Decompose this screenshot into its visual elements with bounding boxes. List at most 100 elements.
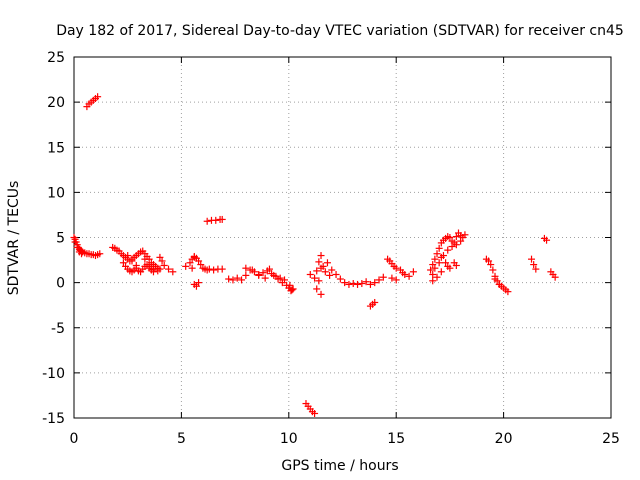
data-point (433, 250, 441, 258)
data-point (71, 238, 79, 246)
x-tick-label: 5 (177, 431, 186, 447)
data-point (371, 279, 379, 287)
data-point (210, 266, 218, 274)
data-point (78, 250, 86, 258)
data-point (218, 215, 226, 223)
data-point (452, 241, 460, 249)
data-point (392, 276, 400, 284)
data-point (444, 246, 452, 254)
data-point (286, 281, 294, 289)
data-point (323, 259, 331, 267)
data-point (190, 253, 198, 261)
data-point (274, 275, 282, 283)
y-tick-label: 25 (47, 50, 65, 66)
x-tick-label: 0 (70, 431, 79, 447)
data-point (197, 261, 205, 269)
y-tick-label: 5 (56, 231, 65, 247)
data-point (435, 259, 443, 267)
data-point (311, 274, 319, 282)
data-point (461, 231, 469, 239)
data-point (437, 253, 445, 261)
data-point (409, 268, 417, 276)
data-point (429, 277, 437, 285)
data-point (141, 255, 149, 263)
data-point (313, 285, 321, 293)
data-point (96, 250, 104, 258)
data-point (261, 274, 269, 282)
y-tick-label: 10 (47, 185, 65, 201)
data-point (149, 268, 157, 276)
data-point (321, 268, 329, 276)
data-point (332, 271, 340, 279)
data-point (444, 262, 452, 270)
data-point (349, 280, 357, 288)
data-point (233, 274, 241, 282)
data-point (203, 217, 211, 225)
data-point (255, 271, 263, 279)
data-point (326, 271, 334, 279)
data-point (379, 273, 387, 281)
data-point (195, 257, 203, 265)
data-point (315, 258, 323, 266)
data-point (128, 257, 136, 265)
data-point (158, 257, 166, 265)
data-point (124, 252, 132, 260)
data-point (192, 282, 200, 290)
data-point (259, 269, 267, 277)
data-point (94, 93, 102, 101)
data-point (195, 279, 203, 287)
data-point (169, 268, 177, 276)
data-point (345, 280, 353, 288)
data-points (70, 93, 559, 417)
data-point (156, 253, 164, 261)
data-point (429, 271, 437, 279)
data-point (311, 409, 319, 417)
data-point (442, 259, 450, 267)
data-point (427, 266, 435, 274)
x-tick-label: 10 (280, 431, 298, 447)
data-point (429, 261, 437, 269)
data-point (371, 298, 379, 306)
y-tick-label: -5 (51, 321, 65, 337)
data-point (457, 237, 465, 245)
y-tick-label: 0 (56, 276, 65, 292)
data-point (188, 264, 196, 272)
data-point (489, 266, 497, 274)
data-point (156, 265, 164, 273)
data-point (328, 266, 336, 274)
data-point (551, 273, 559, 281)
data-point (485, 257, 493, 265)
y-tick-label: 15 (47, 140, 65, 156)
data-point (399, 269, 407, 277)
data-point (392, 264, 400, 272)
data-point (495, 280, 503, 288)
data-point (317, 290, 325, 298)
data-point (306, 271, 314, 279)
data-point (435, 244, 443, 252)
data-point (278, 279, 286, 287)
data-point (288, 286, 296, 294)
data-point (362, 278, 370, 286)
y-tick-label: -10 (42, 366, 65, 382)
data-point (431, 255, 439, 263)
data-point (238, 276, 246, 284)
data-point (182, 262, 190, 270)
data-point (405, 272, 413, 280)
data-point (317, 264, 325, 272)
y-tick-labels: -15 -10 -5 0 5 10 15 20 25 (42, 50, 65, 427)
data-point (265, 265, 273, 273)
y-tick-label: 20 (47, 95, 65, 111)
x-axis-label: GPS time / hours (281, 458, 398, 474)
data-point (212, 216, 220, 224)
data-point (528, 255, 536, 263)
data-point (446, 234, 454, 241)
data-point (433, 273, 441, 281)
data-point (358, 280, 366, 288)
data-point (165, 265, 173, 273)
data-point (73, 243, 81, 251)
data-point (160, 261, 168, 269)
data-point (289, 285, 297, 293)
data-point (375, 276, 383, 284)
data-point (225, 275, 233, 283)
